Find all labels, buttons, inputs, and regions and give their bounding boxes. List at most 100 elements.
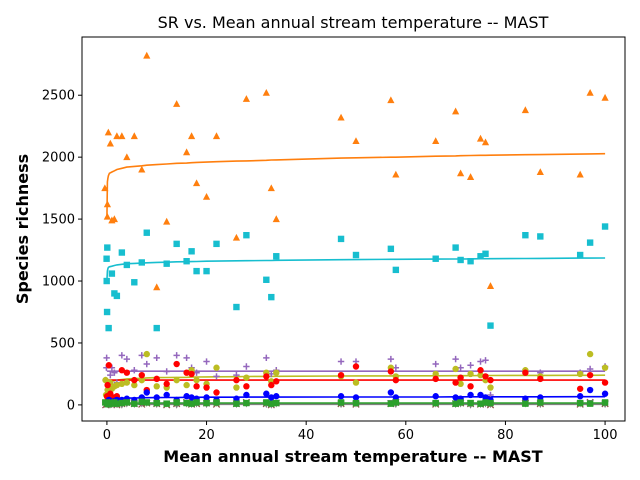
data-point — [153, 394, 160, 401]
data-point — [263, 390, 270, 397]
data-point — [586, 350, 594, 358]
data-point — [138, 165, 146, 173]
data-point — [232, 233, 241, 241]
data-point — [392, 376, 400, 384]
data-point — [113, 381, 121, 389]
data-point — [601, 364, 609, 371]
data-point — [576, 251, 584, 259]
data-point — [233, 303, 240, 311]
data-point — [337, 393, 345, 400]
data-point — [477, 358, 484, 365]
data-point — [123, 261, 131, 269]
data-point — [123, 355, 131, 363]
data-point — [183, 258, 190, 265]
plot-frame — [81, 36, 626, 422]
data-point — [432, 137, 440, 145]
data-point — [263, 399, 270, 406]
data-point — [106, 139, 114, 147]
data-point — [477, 367, 484, 374]
data-point — [173, 399, 180, 406]
data-point — [131, 400, 138, 407]
data-point — [183, 369, 190, 376]
data-point — [337, 399, 345, 406]
data-point — [118, 399, 126, 407]
data-point — [192, 179, 201, 187]
data-point — [233, 400, 240, 407]
data-point — [193, 383, 200, 390]
data-point — [105, 401, 112, 408]
data-point — [103, 212, 111, 220]
data-point — [203, 399, 210, 407]
data-point — [203, 358, 210, 365]
data-point — [163, 391, 170, 399]
data-point — [173, 360, 180, 368]
data-point — [267, 184, 275, 192]
data-markers — [101, 51, 609, 409]
data-point — [352, 251, 360, 259]
data-point — [213, 373, 220, 380]
data-point — [123, 369, 131, 376]
data-point — [203, 267, 210, 275]
data-point — [110, 215, 118, 223]
data-point — [337, 371, 345, 379]
data-point — [601, 379, 609, 386]
data-point — [118, 380, 126, 388]
data-point — [113, 292, 121, 300]
data-point — [188, 370, 195, 378]
data-point — [432, 393, 439, 400]
data-point — [163, 380, 170, 388]
data-point — [392, 394, 400, 401]
trend-line — [106, 152, 606, 220]
data-point — [466, 173, 475, 180]
data-point — [586, 365, 594, 373]
data-point — [482, 357, 489, 364]
data-point — [273, 399, 280, 407]
data-point — [163, 400, 170, 407]
y-tick-label: 1500 — [42, 213, 75, 228]
data-point — [457, 380, 464, 388]
data-point — [387, 389, 395, 396]
data-point — [188, 248, 195, 255]
data-point — [273, 393, 280, 400]
data-point — [586, 400, 594, 407]
data-point — [467, 383, 474, 390]
data-point — [101, 184, 109, 192]
data-point — [586, 371, 594, 379]
data-point — [467, 258, 474, 265]
data-point — [212, 132, 221, 140]
data-point — [183, 393, 190, 400]
plot-area — [101, 51, 609, 409]
y-axis-label: Species richness — [13, 154, 32, 304]
data-point — [138, 376, 145, 384]
data-point — [193, 267, 200, 275]
data-point — [522, 231, 529, 239]
data-point — [130, 132, 138, 140]
data-point — [452, 244, 459, 251]
data-point — [477, 400, 484, 407]
data-point — [153, 324, 160, 332]
data-point — [601, 223, 609, 230]
data-point — [143, 389, 150, 396]
data-point — [432, 360, 439, 368]
x-tick-label: 60 — [398, 428, 415, 443]
data-point — [268, 400, 275, 407]
data-point — [243, 383, 250, 390]
data-point — [477, 253, 484, 260]
data-point — [586, 88, 594, 96]
data-point — [452, 365, 459, 373]
data-point — [482, 373, 489, 380]
data-point — [173, 100, 181, 107]
data-point — [143, 360, 150, 368]
data-point — [392, 170, 400, 178]
data-point — [537, 233, 544, 240]
data-point — [537, 375, 544, 383]
data-point — [153, 375, 160, 383]
data-point — [173, 352, 180, 359]
data-point — [105, 362, 113, 369]
data-point — [107, 371, 114, 379]
data-point — [477, 371, 484, 379]
data-point — [537, 399, 544, 406]
data-point — [576, 370, 584, 378]
data-point — [576, 393, 584, 400]
